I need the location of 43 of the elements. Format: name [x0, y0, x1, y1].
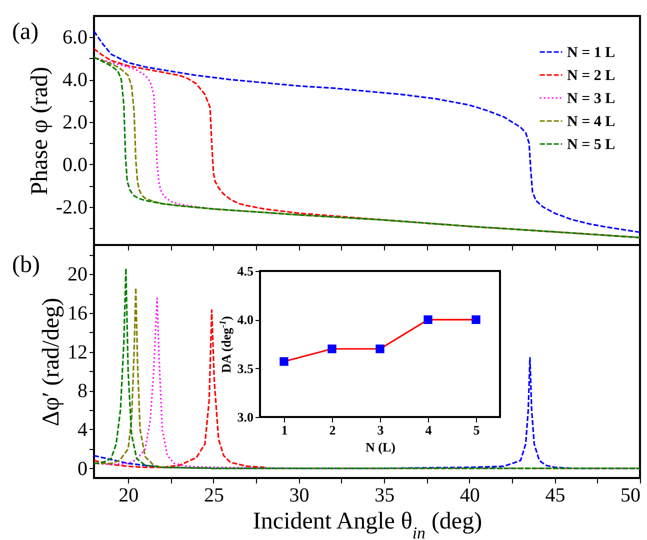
y-tick-label: 12: [68, 341, 88, 364]
y-axis-title: Δφ′ (rad/deg): [38, 298, 64, 426]
x-tick-label: 50: [620, 484, 640, 506]
y-tick-label: 20: [68, 264, 88, 286]
legend-label: N = 1 L: [567, 45, 616, 61]
y-tick-label: 0.0: [62, 154, 88, 176]
legend-label: N = 2 L: [567, 68, 616, 84]
x-tick-label: 2: [329, 422, 336, 438]
y-tick-label: 16: [68, 302, 88, 324]
y-tick-label: 6.0: [62, 26, 88, 49]
text: (a): [12, 19, 39, 45]
point: [328, 344, 336, 354]
point: [280, 357, 288, 366]
line-series: [94, 309, 266, 468]
legend-label: N = 4 L: [567, 114, 616, 130]
x-tick-label: 1: [281, 422, 288, 438]
x-tick-label: 20: [118, 484, 139, 506]
x-tick-label: 4: [425, 422, 432, 438]
x-tick-label: 45: [545, 484, 566, 506]
y-tick-label: 2.0: [62, 112, 88, 134]
x-tick-label: 40: [460, 484, 480, 506]
y-axis-title: Phase φ (rad): [26, 66, 53, 196]
y-tick-label: 4.5: [237, 264, 254, 278]
point: [472, 315, 480, 324]
x-tick-label: 3: [377, 422, 384, 438]
text: (b): [12, 252, 40, 278]
y-tick-label: 0: [78, 458, 88, 480]
legend-label: N = 3 L: [567, 91, 616, 107]
legend-label: N = 5 L: [567, 137, 616, 153]
y-tick-label: 8: [78, 380, 88, 402]
point: [424, 315, 432, 324]
y-tick-label: 4.0: [237, 312, 254, 328]
x-tick-label: 35: [374, 484, 395, 506]
x-tick-label: 30: [289, 484, 310, 506]
x-axis-title: Incident Angle θ$_{in}$ (deg): [252, 508, 482, 540]
x-tick-label: 5: [473, 422, 480, 438]
y-tick-label: 4.0: [62, 69, 88, 92]
x-tick-label: 25: [204, 484, 224, 506]
x-axis-title: N (L): [366, 440, 396, 454]
y-tick-label: -2.0: [56, 196, 88, 218]
y-tick-label: 3.5: [237, 360, 254, 376]
point: [376, 344, 384, 354]
y-tick-label: 3.0: [237, 410, 254, 424]
